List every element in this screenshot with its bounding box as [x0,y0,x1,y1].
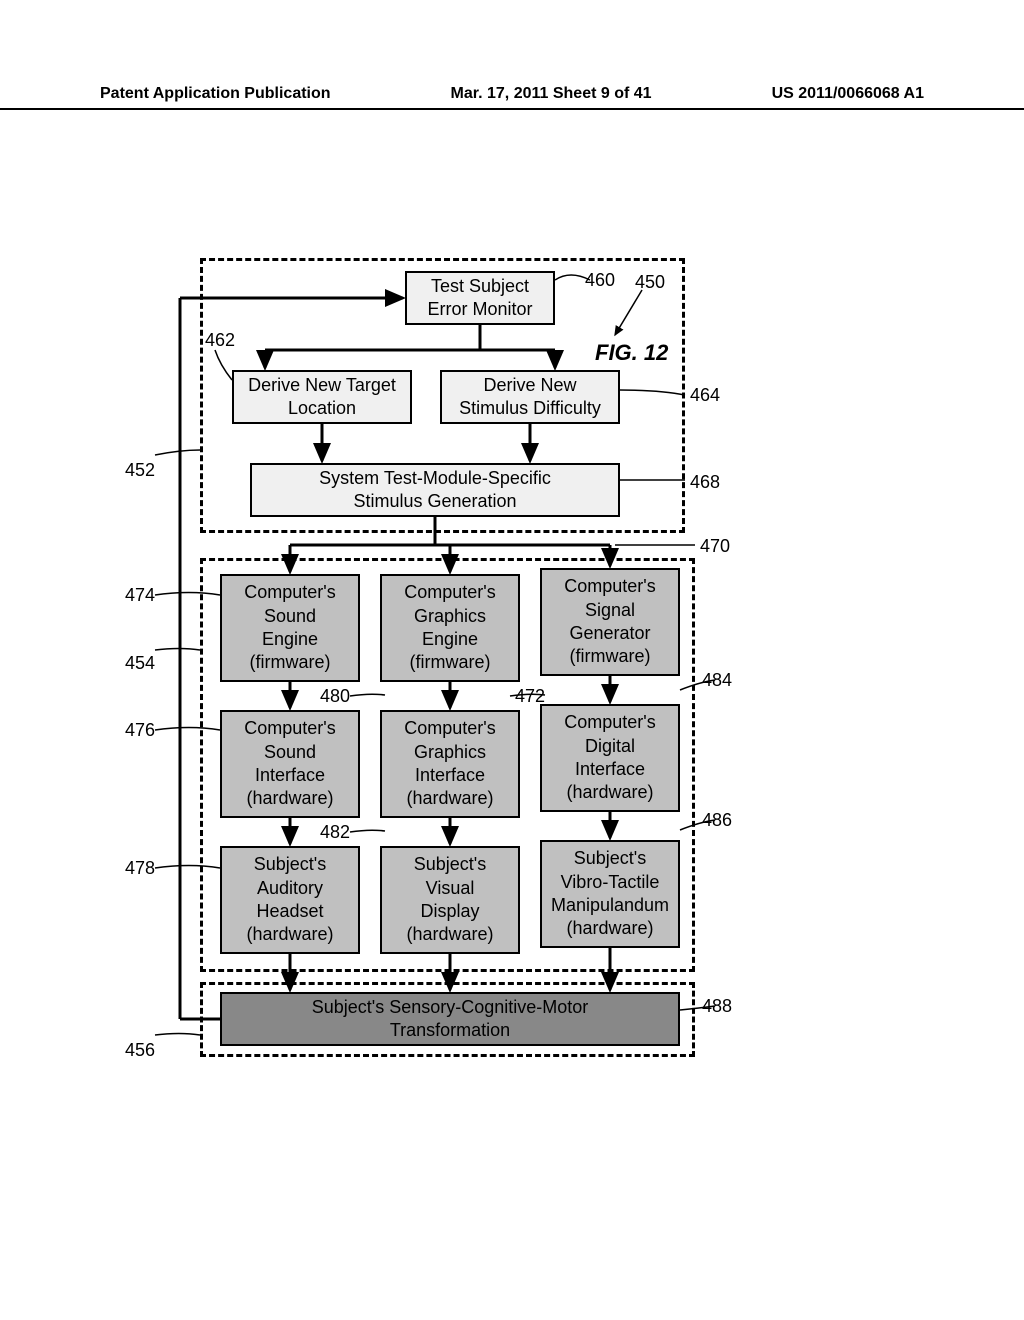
label-452: 452 [125,460,155,481]
label-450: 450 [635,272,665,293]
label-486: 486 [702,810,732,831]
header-center: Mar. 17, 2011 Sheet 9 of 41 [451,85,652,103]
label-454: 454 [125,653,155,674]
label-478: 478 [125,858,155,879]
label-488: 488 [702,996,732,1017]
label-460: 460 [585,270,615,291]
label-464: 464 [690,385,720,406]
label-480: 480 [320,686,350,707]
label-482: 482 [320,822,350,843]
arrows-layer [160,250,720,1070]
label-484: 484 [702,670,732,691]
header-left: Patent Application Publication [100,85,331,103]
figure-label: FIG. 12 [595,340,668,366]
label-476: 476 [125,720,155,741]
label-474: 474 [125,585,155,606]
header-right: US 2011/0066068 A1 [772,85,924,103]
label-472: 472 [515,686,545,707]
label-462: 462 [205,330,235,351]
label-468: 468 [690,472,720,493]
label-456: 456 [125,1040,155,1061]
label-470: 470 [700,536,730,557]
diagram: Test Subject Error Monitor Derive New Ta… [160,250,720,1070]
